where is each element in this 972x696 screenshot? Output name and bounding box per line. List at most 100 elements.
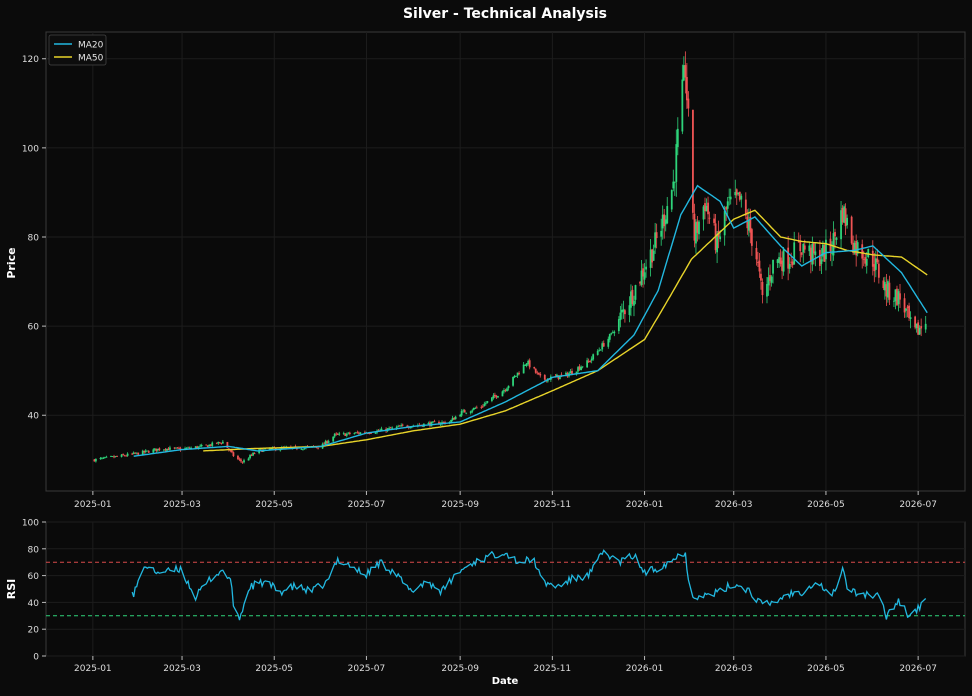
candle-up xyxy=(333,433,336,437)
candle-down xyxy=(917,322,920,335)
candle-up xyxy=(716,234,719,253)
candle-up xyxy=(104,456,106,458)
candle-down xyxy=(389,427,392,429)
candle-down xyxy=(684,65,687,78)
candle-down xyxy=(787,247,790,269)
candle-down xyxy=(908,305,910,318)
candle-up xyxy=(608,334,611,340)
candle-up xyxy=(723,210,726,236)
candle-down xyxy=(533,367,536,369)
candle-down xyxy=(220,443,223,444)
candle-up xyxy=(883,282,886,291)
candle-up xyxy=(152,449,155,453)
price-x-tick-label: 2026-07 xyxy=(899,500,937,510)
candle-up xyxy=(654,232,657,248)
candle-up xyxy=(516,372,519,376)
candle-up xyxy=(734,191,737,196)
rsi-x-tick-label: 2025-03 xyxy=(163,664,201,674)
candle-up xyxy=(169,447,171,450)
candle-up xyxy=(513,376,516,378)
price-x-tick-label: 2025-01 xyxy=(74,500,112,510)
candle-up xyxy=(497,396,499,398)
candle-up xyxy=(460,411,463,416)
candle-down xyxy=(433,421,436,423)
candle-down xyxy=(494,394,496,397)
candle-up xyxy=(737,192,740,195)
candle-up xyxy=(676,128,679,148)
candle-up xyxy=(175,447,177,449)
candle-up xyxy=(788,263,791,269)
rsi-x-tick-label: 2025-01 xyxy=(74,664,112,674)
price-y-axis-label: Price xyxy=(5,247,18,278)
candle-up xyxy=(427,422,430,424)
chart-title: Silver - Technical Analysis xyxy=(403,6,607,22)
candle-up xyxy=(661,214,664,229)
candle-up xyxy=(512,376,514,386)
candle-up xyxy=(135,452,138,454)
candle-up xyxy=(211,442,214,446)
candle-up xyxy=(596,350,599,355)
candle-up xyxy=(613,331,616,334)
candle-down xyxy=(158,448,161,451)
candle-down xyxy=(750,229,753,246)
candle-down xyxy=(834,232,836,237)
candle-down xyxy=(143,450,146,453)
candle-up xyxy=(400,425,403,427)
candle-up xyxy=(649,249,652,268)
candle-down xyxy=(368,433,371,435)
candle-down xyxy=(336,434,339,435)
price-y-tick-label: 100 xyxy=(22,144,39,154)
candle-down xyxy=(528,360,531,368)
candle-down xyxy=(587,361,590,362)
candle-up xyxy=(359,432,362,435)
candle-down xyxy=(475,407,478,409)
candle-up xyxy=(126,453,129,456)
candle-up xyxy=(527,360,530,364)
price-y-ticks: 40 60 80 100 120 xyxy=(22,55,46,422)
candle-down xyxy=(818,249,821,266)
candle-up xyxy=(374,432,377,434)
price-x-tick-label: 2025-03 xyxy=(163,500,201,510)
candle-down xyxy=(453,417,456,420)
candle-down xyxy=(238,458,241,460)
candle-up xyxy=(729,196,732,200)
candle-up xyxy=(610,332,613,334)
rsi-y-tick-label: 80 xyxy=(28,545,40,555)
candle-down xyxy=(240,459,242,462)
candle-up xyxy=(802,244,805,253)
candle-up xyxy=(105,456,108,458)
candle-down xyxy=(791,261,794,266)
price-y-tick-label: 60 xyxy=(28,323,40,333)
candle-up xyxy=(132,452,135,454)
candle-up xyxy=(486,400,489,403)
rsi-x-tick-label: 2026-01 xyxy=(626,664,664,674)
candle-up xyxy=(565,372,567,375)
rsi-y-tick-label: 40 xyxy=(28,599,40,609)
candle-up xyxy=(580,367,582,371)
candle-up xyxy=(522,364,525,374)
candle-down xyxy=(480,406,483,408)
candle-up xyxy=(726,201,729,209)
candle-down xyxy=(882,280,885,289)
candle-down xyxy=(406,425,409,428)
candle-down xyxy=(877,263,880,278)
candle-up xyxy=(630,291,632,308)
candle-up xyxy=(388,427,391,429)
candle-up xyxy=(670,190,673,210)
candle-up xyxy=(474,408,477,409)
candle-down xyxy=(543,375,546,380)
candle-down xyxy=(173,447,176,449)
legend-label-ma20: MA20 xyxy=(78,41,104,51)
candle-down xyxy=(803,245,806,250)
candle-down xyxy=(317,447,319,449)
candle-down xyxy=(602,343,605,347)
candle-down xyxy=(655,232,658,239)
candle-up xyxy=(144,450,147,452)
candle-up xyxy=(820,259,823,265)
candle-down xyxy=(757,262,759,263)
candle-down xyxy=(873,264,876,272)
candle-down xyxy=(401,424,404,426)
candle-down xyxy=(326,441,329,444)
candle-up xyxy=(887,281,889,298)
candle-down xyxy=(589,361,592,362)
